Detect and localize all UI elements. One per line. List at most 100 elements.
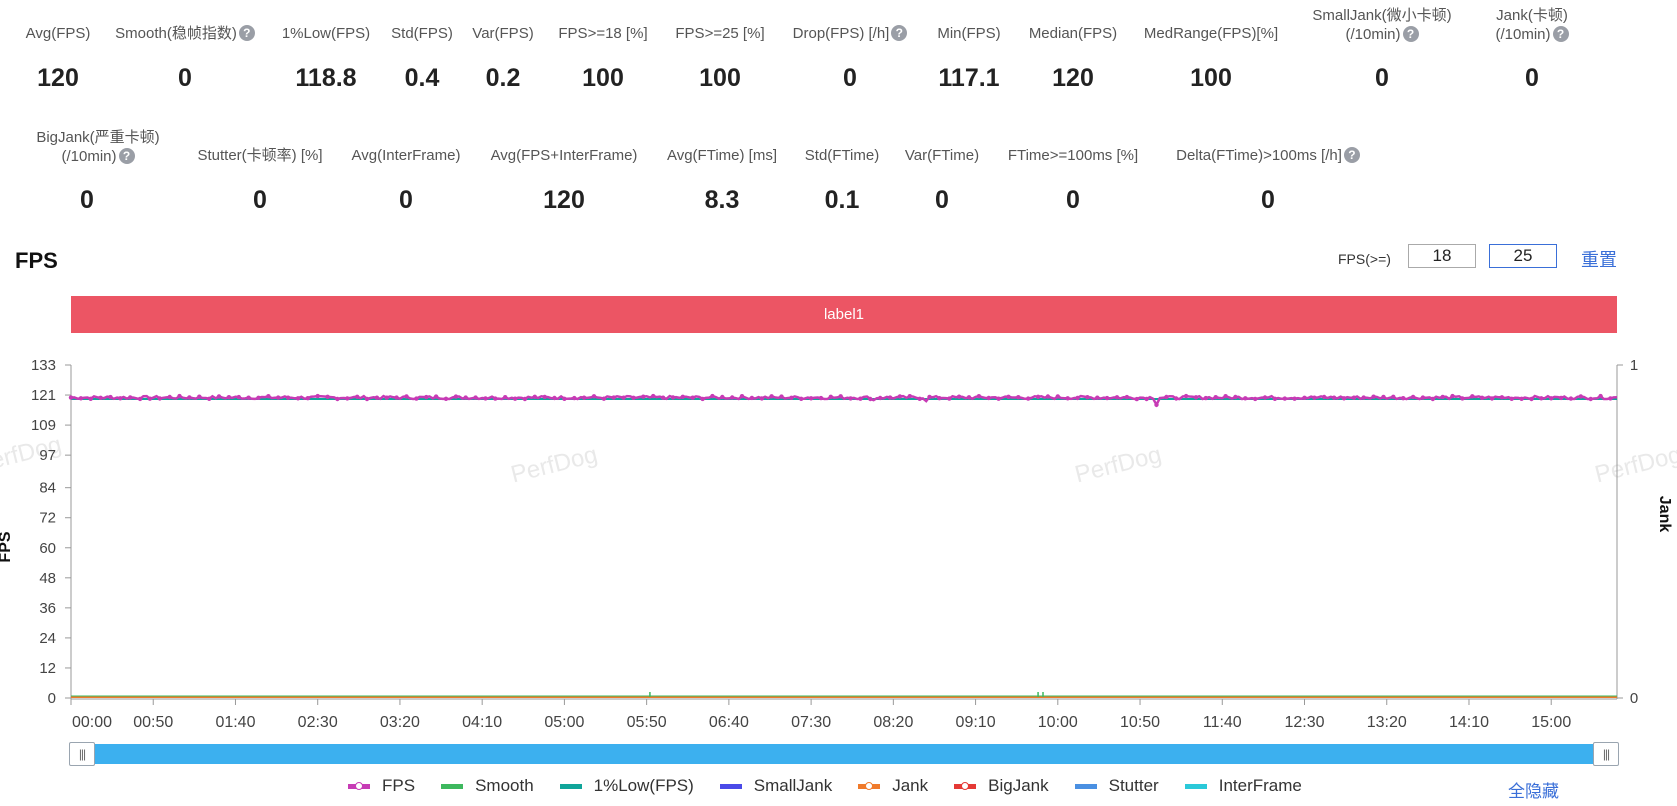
- fps-point: [749, 395, 755, 401]
- fps-point: [887, 395, 893, 400]
- metric-label: MedRange(FPS)[%]: [1143, 25, 1279, 42]
- y2-axis-title: Jank: [1656, 496, 1673, 533]
- fps-point: [947, 396, 952, 401]
- fps-point: [937, 396, 942, 401]
- fps-point: [621, 395, 626, 400]
- fps-point: [1282, 396, 1288, 401]
- legend-swatch: [1184, 784, 1207, 790]
- legend-item-stutter[interactable]: Stutter: [1074, 776, 1159, 796]
- fps-point: [1174, 396, 1179, 401]
- legend-item-bigjank[interactable]: BigJank: [954, 776, 1049, 796]
- fps-point: [108, 394, 113, 400]
- fps-point: [601, 396, 607, 401]
- fps-point: [453, 394, 459, 399]
- legend-label: Stutter: [1108, 776, 1159, 795]
- help-icon[interactable]: ?: [238, 25, 255, 41]
- fps-point: [720, 394, 725, 400]
- y-tick-label: 48: [39, 570, 56, 587]
- fps-point: [1006, 394, 1011, 399]
- help-icon[interactable]: ?: [1552, 26, 1569, 42]
- fps-point: [1193, 395, 1199, 400]
- time-range-slider[interactable]: ||| |||: [69, 742, 1619, 766]
- x-tick-label: 01:40: [215, 714, 255, 731]
- slider-handle-right[interactable]: |||: [1593, 742, 1619, 766]
- fps-point: [266, 394, 271, 399]
- fps-point: [562, 396, 567, 401]
- legend-item-fps[interactable]: FPS: [348, 776, 415, 796]
- legend-item-low[interactable]: 1%Low(FPS): [559, 776, 694, 796]
- fps-point: [759, 396, 764, 401]
- x-tick-label: 13:20: [1367, 714, 1407, 731]
- y-tick-label: 121: [31, 387, 56, 404]
- metric-label: Jank(卡顿): [1496, 7, 1568, 24]
- fps-threshold-label: FPS(>=): [1338, 251, 1391, 267]
- metric-value: 0: [80, 186, 94, 214]
- fps-point: [355, 394, 360, 399]
- fps-threshold-input-1[interactable]: [1408, 244, 1476, 268]
- label-band[interactable]: label1: [71, 296, 1617, 333]
- metric-label: FTime>=100ms [%]: [1007, 147, 1139, 164]
- x-tick-label: 06:40: [709, 714, 749, 731]
- fps-point: [522, 396, 528, 402]
- legend-item-smalljank[interactable]: SmallJank: [719, 776, 832, 796]
- metric-label: Delta(FTime)>100ms [/h]: [1176, 147, 1342, 164]
- legend-swatch: [441, 784, 464, 790]
- fps-point: [1016, 395, 1021, 400]
- help-icon[interactable]: ?: [1402, 26, 1419, 42]
- fps-point: [1341, 396, 1347, 401]
- fps-point: [739, 394, 745, 399]
- legend-item-interframe[interactable]: InterFrame: [1184, 776, 1302, 796]
- legend-marker-icon: [355, 782, 363, 791]
- y-tick-label: 60: [39, 540, 56, 557]
- metric-label: BigJank(严重卡顿): [36, 129, 160, 146]
- fps-point: [207, 396, 212, 401]
- legend-label: 1%Low(FPS): [593, 776, 694, 795]
- fps-point: [690, 395, 695, 400]
- watermark-text: PerfDog: [508, 441, 600, 488]
- y-tick-label: 0: [48, 690, 56, 707]
- fps-point: [1361, 395, 1366, 400]
- x-tick-label: 03:20: [380, 714, 420, 731]
- legend-item-jank[interactable]: Jank: [858, 776, 928, 796]
- fps-point: [364, 396, 370, 402]
- metric-value: 120: [1052, 64, 1094, 92]
- fps-point: [996, 396, 1001, 401]
- metric-avg-fps-interframe: Avg(FPS+InterFrame) 120: [480, 146, 648, 226]
- metric-value: 0: [1375, 64, 1389, 92]
- help-icon[interactable]: ?: [891, 25, 908, 41]
- fps-point: [345, 396, 350, 401]
- fps-point: [503, 395, 508, 400]
- reset-button[interactable]: 重置: [1581, 250, 1617, 270]
- metric-label: FPS>=25 [%]: [675, 25, 765, 42]
- metric-label: 1%Low(FPS): [281, 25, 371, 42]
- fps-point: [907, 394, 912, 399]
- metric-var-ftime: Var(FTime) 0: [897, 146, 987, 226]
- metric-smooth: Smooth(稳帧指数)? 0: [107, 24, 263, 104]
- metric-value: 120: [37, 64, 79, 92]
- fps-point: [966, 395, 972, 400]
- metric-medrange-fps: MedRange(FPS)[%] 100: [1131, 24, 1291, 104]
- metric-delta-ftime: Delta(FTime)>100ms [/h]? 0: [1160, 146, 1376, 226]
- fps-point: [1391, 394, 1396, 399]
- x-tick-label: 05:00: [544, 714, 584, 731]
- metric-label: Min(FPS): [937, 25, 1001, 42]
- y-tick-label: 133: [31, 357, 56, 374]
- metric-value: 100: [582, 64, 624, 92]
- fps-point: [542, 394, 547, 400]
- legend-item-smooth[interactable]: Smooth: [441, 776, 534, 796]
- fps-point: [789, 395, 794, 400]
- fps-point: [1401, 396, 1406, 401]
- metric-label-unit: (/10min): [61, 148, 117, 165]
- fps-point: [976, 394, 982, 399]
- fps-point: [868, 396, 873, 402]
- hide-all-button[interactable]: 全隐藏: [1508, 782, 1559, 801]
- fps-point: [88, 396, 93, 401]
- metric-label: Std(FPS): [391, 25, 453, 42]
- help-icon[interactable]: ?: [118, 148, 135, 164]
- fps-point: [769, 394, 774, 399]
- fps-threshold-input-2[interactable]: [1489, 244, 1557, 268]
- fps-point: [305, 396, 310, 401]
- help-icon[interactable]: ?: [1343, 147, 1360, 163]
- slider-handle-left[interactable]: |||: [69, 742, 95, 766]
